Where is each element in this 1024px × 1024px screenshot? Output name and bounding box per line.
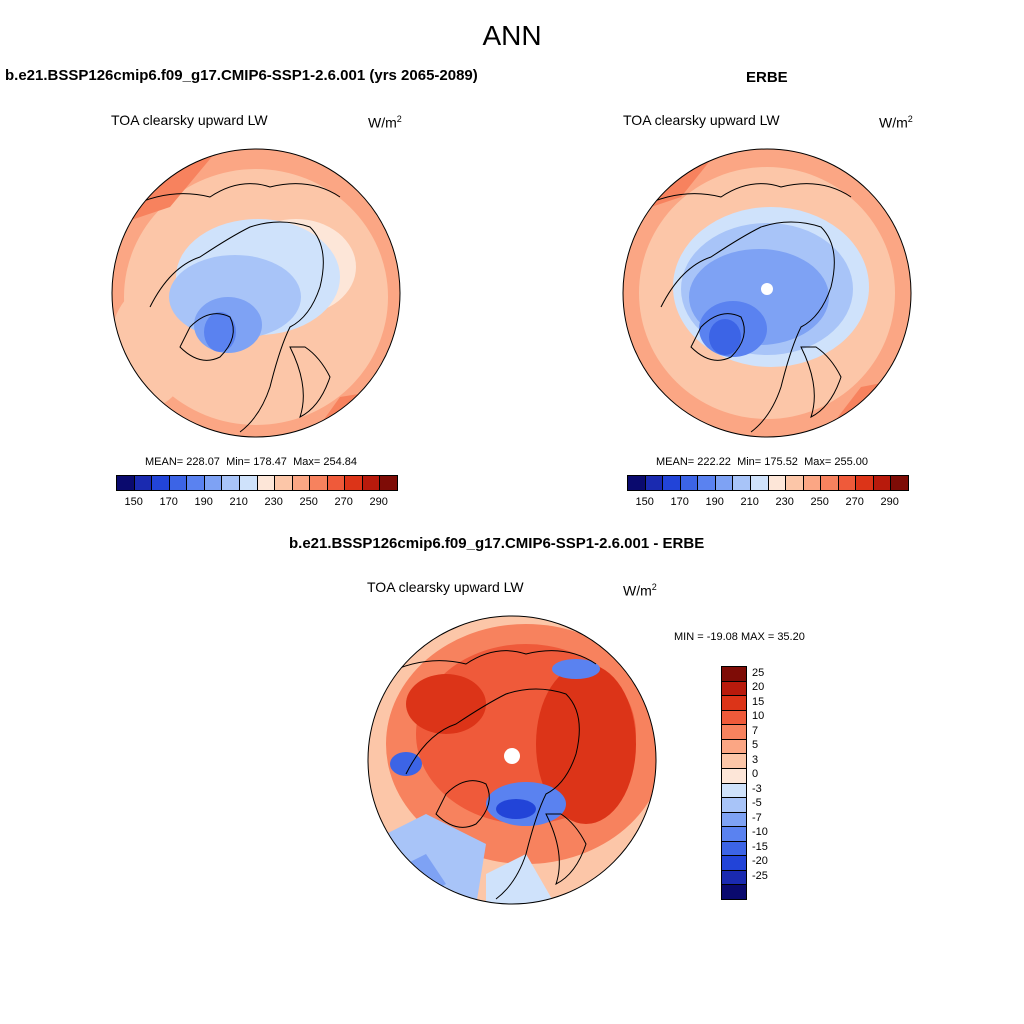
colorbar-box [327, 476, 346, 490]
colorbar-tick-label: 20 [752, 681, 765, 693]
colorbar-box [722, 768, 746, 784]
colorbar-box [722, 841, 746, 857]
obs-panel-title: ERBE [746, 69, 788, 86]
colorbar-tick-label: 170 [670, 496, 689, 508]
model-colorbar [116, 475, 398, 491]
diff-units: W/m2 [623, 582, 657, 599]
colorbar-box [722, 725, 746, 740]
colorbar-box [628, 476, 646, 490]
colorbar-tick-label: 210 [740, 496, 759, 508]
colorbar-box [891, 476, 908, 490]
colorbar-box [257, 476, 276, 490]
colorbar-box [292, 476, 311, 490]
model-polar-map [111, 148, 401, 438]
colorbar-box [722, 870, 746, 886]
colorbar-tick-label: -7 [752, 811, 762, 824]
colorbar-box [187, 476, 205, 490]
colorbar-box [803, 476, 822, 490]
colorbar-box [169, 476, 188, 490]
colorbar-box [856, 476, 874, 490]
colorbar-tick-label: -5 [752, 797, 762, 809]
colorbar-tick-label: 25 [752, 666, 765, 679]
colorbar-box [722, 798, 746, 813]
colorbar-tick-label: -10 [752, 826, 768, 838]
diff-polar-map [367, 615, 657, 905]
colorbar-tick-label: 3 [752, 753, 759, 766]
colorbar-box [750, 476, 769, 490]
main-title: ANN [482, 20, 542, 51]
colorbar-tick-label: 270 [845, 496, 864, 508]
colorbar-tick-label: 7 [752, 724, 759, 737]
colorbar-box [722, 696, 746, 711]
colorbar-box [821, 476, 839, 490]
colorbar-tick-label: 10 [752, 710, 765, 722]
colorbar-tick-label: 170 [159, 496, 178, 508]
diff-minmax: MIN = -19.08 MAX = 35.20 [674, 631, 805, 643]
colorbar-tick-label: 210 [229, 496, 248, 508]
diff-variable-name: TOA clearsky upward LW [367, 579, 524, 595]
colorbar-box [722, 667, 746, 682]
colorbar-box [645, 476, 664, 490]
colorbar-tick-label: 0 [752, 768, 759, 780]
colorbar-tick-label: 250 [810, 496, 829, 508]
colorbar-tick-label: 190 [194, 496, 213, 508]
model-variable-name: TOA clearsky upward LW [111, 112, 268, 128]
colorbar-box [838, 476, 857, 490]
colorbar-box [873, 476, 892, 490]
colorbar-tick-label: -25 [752, 869, 768, 882]
colorbar-box [733, 476, 751, 490]
colorbar-box [380, 476, 397, 490]
colorbar-tick-label: 15 [752, 695, 765, 708]
diff-panel-title: b.e21.BSSP126cmip6.f09_g17.CMIP6-SSP1-2.… [289, 535, 705, 552]
diff-colorbar [721, 666, 747, 900]
obs-stats: MEAN= 222.22 Min= 175.52 Max= 255.00 [656, 456, 868, 468]
colorbar-box [310, 476, 328, 490]
model-panel-title: b.e21.BSSP126cmip6.f09_g17.CMIP6-SSP1-2.… [5, 67, 478, 84]
colorbar-tick-label: 190 [705, 496, 724, 508]
colorbar-tick-label: 230 [264, 496, 283, 508]
colorbar-box [204, 476, 223, 490]
colorbar-box [722, 681, 746, 697]
colorbar-tick-label: -20 [752, 855, 768, 867]
obs-colorbar [627, 475, 909, 491]
colorbar-box [722, 885, 746, 899]
colorbar-box [722, 827, 746, 842]
colorbar-box [362, 476, 381, 490]
colorbar-box [715, 476, 734, 490]
colorbar-tick-label: -3 [752, 782, 762, 795]
colorbar-box [275, 476, 293, 490]
colorbar-tick-label: 270 [334, 496, 353, 508]
colorbar-tick-label: 290 [369, 496, 388, 508]
colorbar-tick-label: 230 [775, 496, 794, 508]
colorbar-tick-label: 150 [635, 496, 654, 508]
obs-variable-name: TOA clearsky upward LW [623, 112, 780, 128]
colorbar-tick-label: 290 [880, 496, 899, 508]
model-units: W/m2 [368, 114, 402, 131]
colorbar-box [722, 812, 746, 828]
colorbar-box [768, 476, 787, 490]
colorbar-box [222, 476, 240, 490]
colorbar-box [722, 739, 746, 755]
colorbar-tick-label: -15 [752, 840, 768, 853]
colorbar-tick-label: 5 [752, 739, 759, 751]
colorbar-box [663, 476, 681, 490]
colorbar-box [722, 856, 746, 871]
colorbar-box [722, 710, 746, 726]
colorbar-box [786, 476, 804, 490]
colorbar-box [698, 476, 716, 490]
colorbar-box [239, 476, 258, 490]
colorbar-box [722, 783, 746, 799]
colorbar-box [680, 476, 699, 490]
colorbar-box [152, 476, 170, 490]
colorbar-box [117, 476, 135, 490]
colorbar-box [345, 476, 363, 490]
colorbar-box [722, 754, 746, 769]
colorbar-tick-label: 150 [124, 496, 143, 508]
colorbar-box [134, 476, 153, 490]
obs-polar-map [622, 148, 912, 438]
colorbar-tick-label: 250 [299, 496, 318, 508]
obs-units: W/m2 [879, 114, 913, 131]
model-stats: MEAN= 228.07 Min= 178.47 Max= 254.84 [145, 456, 357, 468]
